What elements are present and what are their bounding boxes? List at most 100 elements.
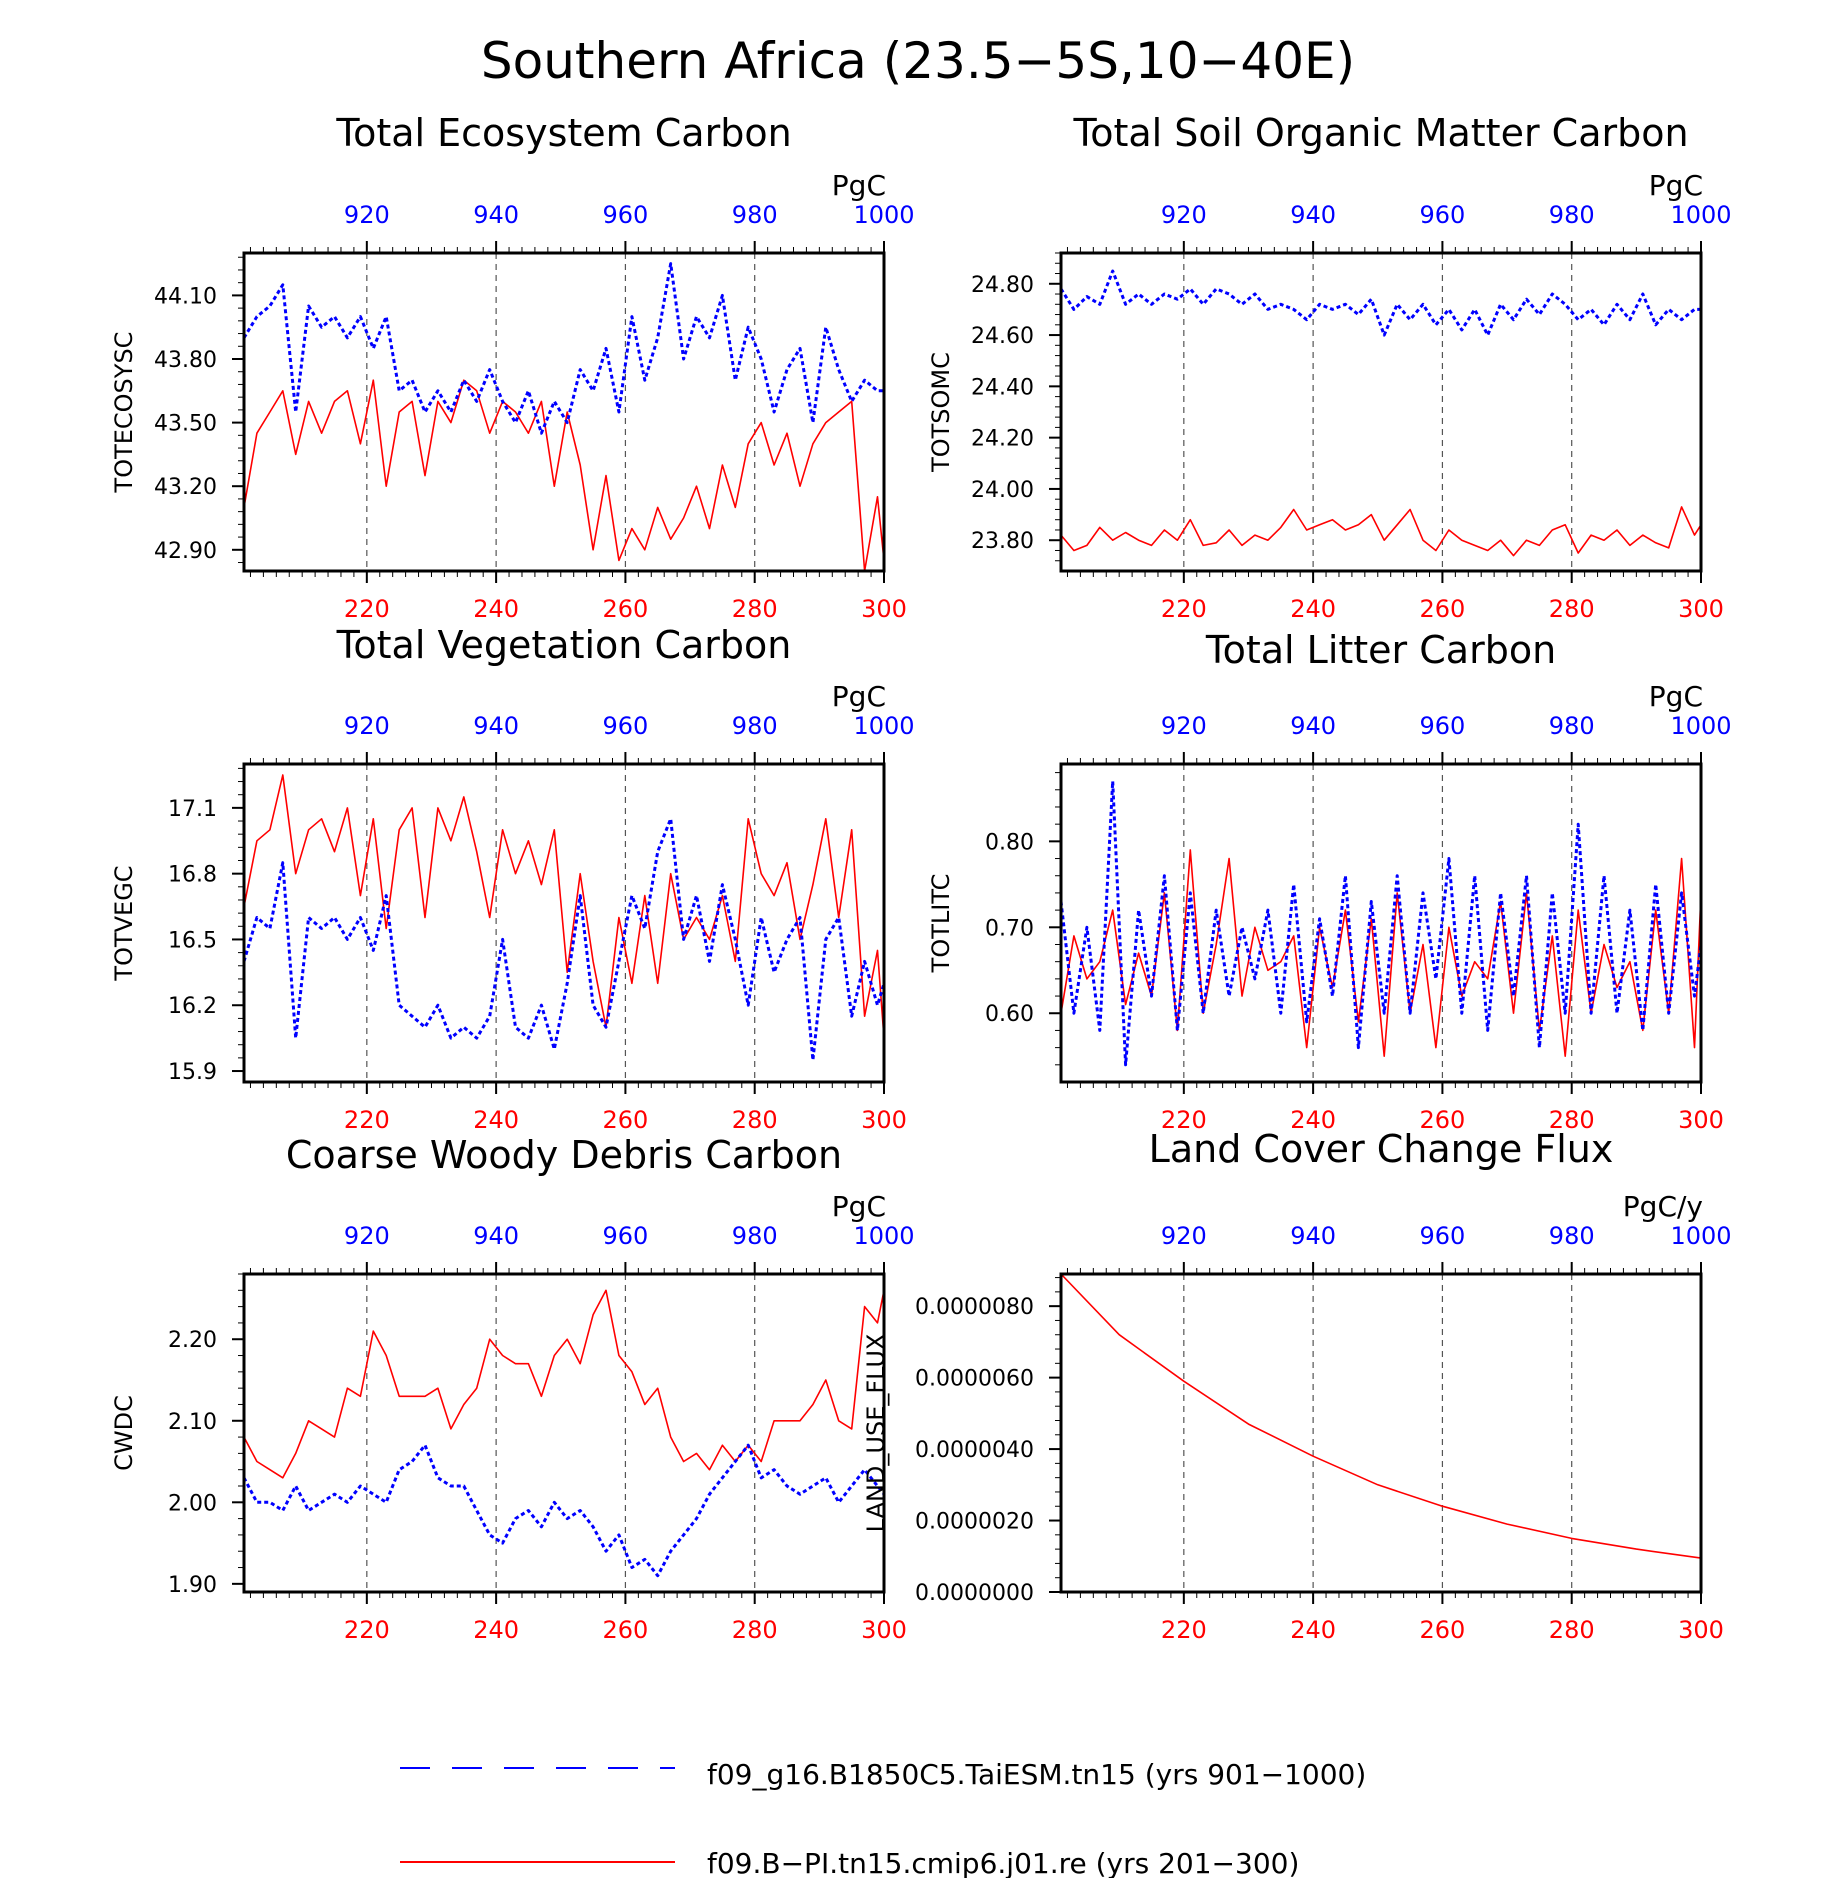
y-tick-label: 1.90	[168, 1573, 217, 1598]
y-tick-label: 43.20	[154, 475, 217, 500]
x-tick-label: 300	[861, 1106, 907, 1134]
top-x-tick-label: 980	[1549, 712, 1595, 740]
panel-title: Total Ecosystem Carbon	[335, 111, 791, 155]
x-tick-label: 300	[1678, 595, 1724, 623]
y-tick-label: 15.9	[168, 1060, 217, 1085]
x-tick-label: 260	[603, 1106, 649, 1134]
units-label: PgC	[1649, 169, 1703, 202]
y-tick-label: 0.60	[985, 1002, 1034, 1027]
x-tick-label: 260	[1420, 1616, 1466, 1644]
series-blue-line	[1059, 779, 1703, 1067]
y-tick-label: 0.70	[985, 916, 1034, 941]
y-tick-label: 24.60	[971, 324, 1034, 349]
units-label: PgC	[832, 169, 886, 202]
y-tick-label: 42.90	[154, 539, 217, 564]
y-tick-label: 0.0000080	[915, 1295, 1034, 1320]
y-tick-label: 24.40	[971, 375, 1034, 400]
top-x-tick-label: 920	[344, 201, 390, 229]
top-x-tick-label: 1000	[853, 1222, 914, 1250]
y-tick-label: 17.1	[168, 797, 217, 822]
top-x-tick-label: 1000	[1670, 712, 1731, 740]
panel-3: Total Vegetation Carbon PgC 220 240 260 280 30…	[110, 623, 915, 1134]
top-x-tick-label: 960	[603, 201, 649, 229]
top-x-tick-label: 960	[1420, 712, 1466, 740]
y-tick-label: 0.0000020	[915, 1510, 1034, 1535]
y-tick-label: 2.00	[168, 1491, 217, 1516]
top-x-tick-label: 920	[344, 1222, 390, 1250]
y-tick-label: 0.80	[985, 830, 1034, 855]
top-x-tick-label: 960	[1420, 1222, 1466, 1250]
panel-title: Coarse Woody Debris Carbon	[286, 1133, 842, 1177]
y-tick-label: 23.80	[971, 529, 1034, 554]
top-x-tick-label: 980	[732, 1222, 778, 1250]
top-x-tick-label: 1000	[853, 201, 914, 229]
panels: Total Ecosystem Carbon PgC 220 240 260 280 300…	[110, 111, 1732, 1644]
panel-title: Land Cover Change Flux	[1149, 1127, 1614, 1171]
x-tick-label: 220	[1161, 1616, 1207, 1644]
series-red-line	[243, 774, 885, 1039]
top-x-tick-label: 980	[1549, 201, 1595, 229]
panel-4: Total Litter Carbon PgC 220 240 260 280 300 920…	[927, 628, 1732, 1134]
y-tick-label: 2.20	[168, 1328, 217, 1353]
units-label: PgC/y	[1623, 1190, 1703, 1223]
legend: f09_g16.B1850C5.TaiESM.tn15 (yrs 901−100…	[400, 1758, 1366, 1878]
y-tick-label: 16.8	[168, 863, 217, 888]
x-tick-label: 260	[1420, 1106, 1466, 1134]
units-label: PgC	[832, 1190, 886, 1223]
series-blue-line	[242, 817, 886, 1062]
x-tick-label: 260	[1420, 595, 1466, 623]
top-x-tick-label: 940	[1290, 201, 1336, 229]
panel-title: Total Litter Carbon	[1205, 628, 1556, 672]
plot-frame	[242, 762, 886, 1084]
series-blue-line	[242, 1443, 886, 1578]
y-tick-label: 24.80	[971, 273, 1034, 298]
x-tick-label: 300	[1678, 1616, 1724, 1644]
series-red-line	[1060, 1273, 1702, 1559]
top-x-tick-label: 940	[1290, 712, 1336, 740]
x-tick-label: 280	[732, 595, 778, 623]
top-x-tick-label: 940	[1290, 1222, 1336, 1250]
x-tick-label: 220	[1161, 595, 1207, 623]
top-x-tick-label: 980	[732, 712, 778, 740]
y-axis-label: TOTVEGC	[110, 865, 138, 981]
top-x-tick-label: 960	[603, 1222, 649, 1250]
panel-1: Total Ecosystem Carbon PgC 220 240 260 280 300…	[110, 111, 915, 623]
y-tick-label: 0.0000060	[915, 1367, 1034, 1392]
y-axis-label: TOTLITC	[927, 874, 955, 974]
panel-title: Total Vegetation Carbon	[336, 623, 792, 667]
x-tick-label: 240	[473, 1616, 519, 1644]
series-blue-line	[242, 262, 884, 435]
x-tick-label: 240	[1290, 1106, 1336, 1134]
y-axis-label: TOTSOMC	[927, 352, 955, 473]
top-x-tick-label: 940	[473, 1222, 519, 1250]
y-tick-label: 0.0000040	[915, 1438, 1034, 1463]
x-tick-label: 240	[473, 595, 519, 623]
plot-frame	[1059, 1272, 1703, 1594]
x-tick-label: 220	[344, 1106, 390, 1134]
top-x-tick-label: 920	[1161, 712, 1207, 740]
y-tick-label: 44.10	[154, 284, 217, 309]
top-x-tick-label: 920	[344, 712, 390, 740]
x-tick-label: 260	[603, 1616, 649, 1644]
x-tick-label: 280	[1549, 1616, 1595, 1644]
top-x-tick-label: 1000	[1670, 1222, 1731, 1250]
legend-label-blue: f09_g16.B1850C5.TaiESM.tn15 (yrs 901−100…	[707, 1758, 1366, 1791]
top-x-tick-label: 960	[1420, 201, 1466, 229]
plot-frame	[242, 1272, 886, 1594]
y-tick-label: 43.80	[154, 348, 217, 373]
y-tick-label: 24.00	[971, 478, 1034, 503]
x-tick-label: 240	[1290, 595, 1336, 623]
y-axis-label: LAND_USE_FLUX	[862, 1334, 890, 1533]
y-tick-label: 16.5	[168, 928, 217, 953]
top-x-tick-label: 960	[603, 712, 649, 740]
units-label: PgC	[1649, 680, 1703, 713]
x-tick-label: 220	[344, 1616, 390, 1644]
plot-frame	[1059, 251, 1703, 573]
x-tick-label: 280	[1549, 1106, 1595, 1134]
panel-title: Total Soil Organic Matter Carbon	[1072, 111, 1688, 155]
top-x-tick-label: 980	[1549, 1222, 1595, 1250]
top-x-tick-label: 980	[732, 201, 778, 229]
x-tick-label: 220	[344, 595, 390, 623]
y-tick-label: 16.2	[168, 994, 217, 1019]
